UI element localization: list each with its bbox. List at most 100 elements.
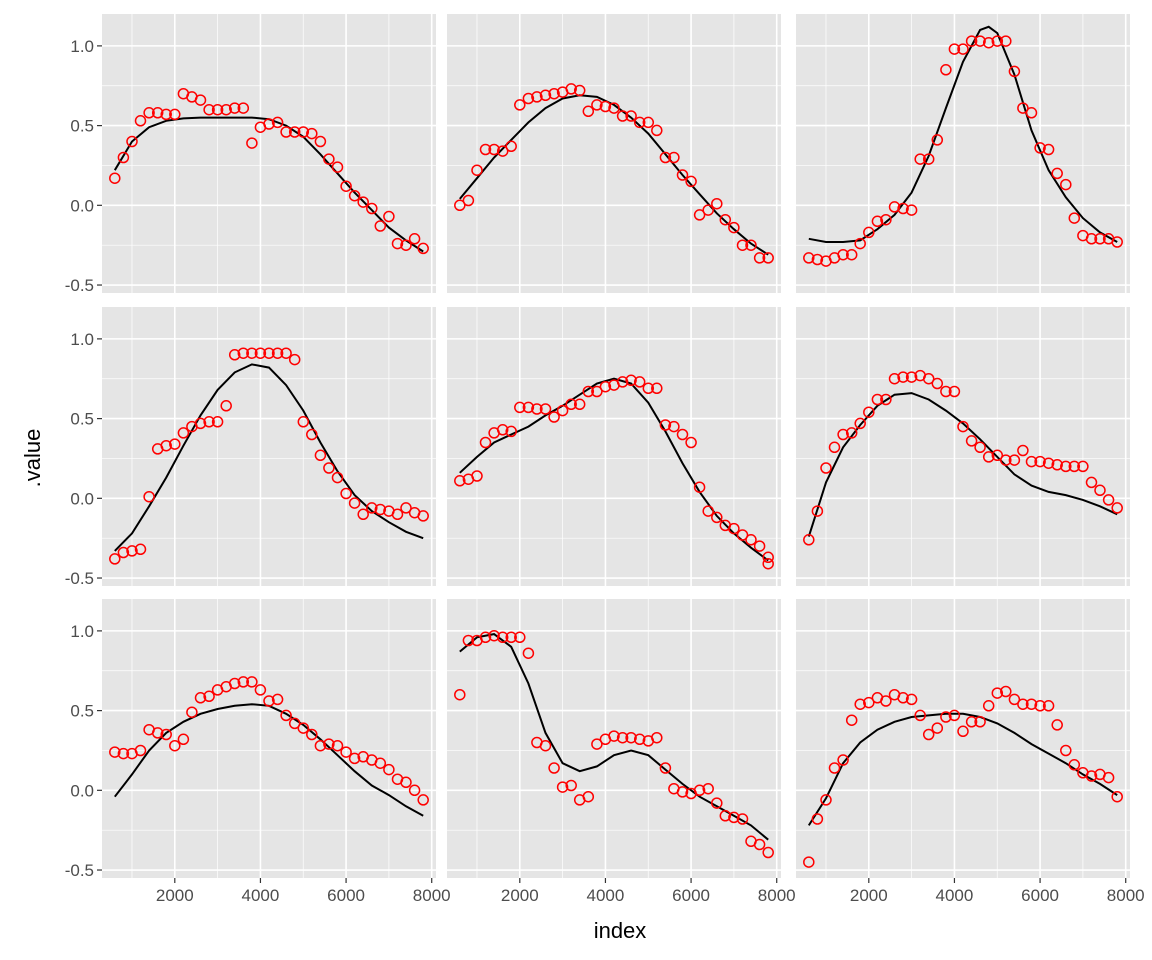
data-point — [488, 143, 500, 156]
data-point — [539, 739, 552, 752]
data-point — [254, 347, 267, 359]
data-point — [280, 126, 292, 138]
data-point — [940, 711, 952, 723]
data-point — [340, 180, 352, 192]
data-point — [905, 371, 918, 383]
data-point — [1008, 454, 1021, 466]
data-point — [905, 204, 918, 216]
data-point — [280, 347, 292, 359]
data-point — [1094, 233, 1106, 245]
data-point — [1102, 494, 1115, 506]
data-point — [1034, 142, 1046, 154]
data-point — [871, 215, 884, 228]
data-point — [357, 508, 369, 521]
data-point — [854, 417, 866, 430]
data-point — [957, 43, 969, 55]
data-point — [811, 813, 824, 825]
data-point — [408, 784, 421, 797]
panel-background — [447, 599, 781, 878]
data-point — [220, 103, 232, 116]
data-point — [117, 546, 130, 559]
data-point — [383, 763, 395, 776]
data-point — [548, 411, 560, 423]
data-point — [306, 728, 318, 741]
data-point — [736, 239, 749, 251]
facet-panels — [102, 14, 1130, 878]
data-point — [625, 731, 637, 744]
data-point — [1000, 454, 1012, 466]
data-point — [109, 746, 121, 758]
data-point — [702, 505, 714, 517]
data-point — [931, 377, 944, 390]
data-point — [1017, 102, 1029, 114]
data-point — [845, 248, 858, 261]
data-point — [479, 436, 492, 449]
data-point — [556, 781, 569, 793]
data-point — [828, 762, 841, 774]
data-point — [462, 634, 475, 647]
data-point — [496, 631, 509, 644]
data-point — [539, 89, 552, 102]
data-point — [642, 382, 655, 395]
data-point — [736, 529, 749, 541]
data-point — [762, 557, 774, 570]
data-point — [556, 404, 569, 417]
facet-panel-6 — [796, 307, 1130, 586]
data-point — [897, 692, 909, 704]
data-point — [263, 347, 275, 359]
data-point — [454, 199, 466, 212]
smoothed-line — [807, 712, 1118, 826]
data-point — [548, 87, 560, 100]
data-point — [633, 733, 646, 746]
data-point — [811, 505, 824, 517]
data-point — [845, 714, 858, 726]
data-point — [417, 794, 429, 806]
x-tick-label: 6000 — [327, 886, 365, 905]
data-point — [134, 543, 147, 556]
data-point — [288, 717, 301, 730]
facet-panel-7 — [102, 599, 436, 878]
data-point — [288, 126, 301, 138]
data-point — [143, 490, 155, 503]
data-point — [203, 690, 215, 703]
data-point — [616, 376, 629, 388]
data-point — [496, 145, 509, 157]
data-point — [514, 401, 526, 414]
data-point — [616, 110, 629, 122]
data-point — [505, 140, 517, 153]
data-point — [565, 779, 577, 792]
data-point — [948, 385, 961, 398]
data-point — [573, 84, 586, 97]
data-point — [880, 695, 892, 707]
data-point — [271, 347, 284, 359]
data-point — [263, 695, 275, 707]
data-point — [693, 481, 706, 493]
smoothed-line — [114, 363, 424, 552]
data-point — [685, 175, 697, 188]
data-point — [177, 427, 190, 439]
data-point — [711, 197, 723, 210]
data-point — [914, 153, 926, 165]
data-point — [340, 746, 352, 758]
data-point — [228, 102, 241, 114]
data-point — [888, 372, 901, 385]
data-point — [254, 684, 267, 696]
data-point — [625, 110, 637, 122]
smoothed-line — [459, 377, 769, 562]
data-point — [400, 776, 412, 789]
data-point — [668, 420, 680, 433]
y-tick-label: -0.5 — [65, 569, 94, 588]
data-point — [1042, 143, 1055, 156]
facet-panel-3 — [796, 14, 1130, 293]
data-point — [357, 196, 369, 208]
data-point — [314, 135, 327, 148]
data-point — [863, 406, 875, 418]
data-point — [625, 374, 637, 387]
data-point — [246, 137, 258, 149]
data-point — [109, 553, 121, 565]
data-point — [194, 417, 207, 430]
data-point — [931, 134, 944, 146]
data-point — [888, 201, 901, 213]
data-point — [417, 242, 429, 255]
data-point — [391, 508, 404, 521]
